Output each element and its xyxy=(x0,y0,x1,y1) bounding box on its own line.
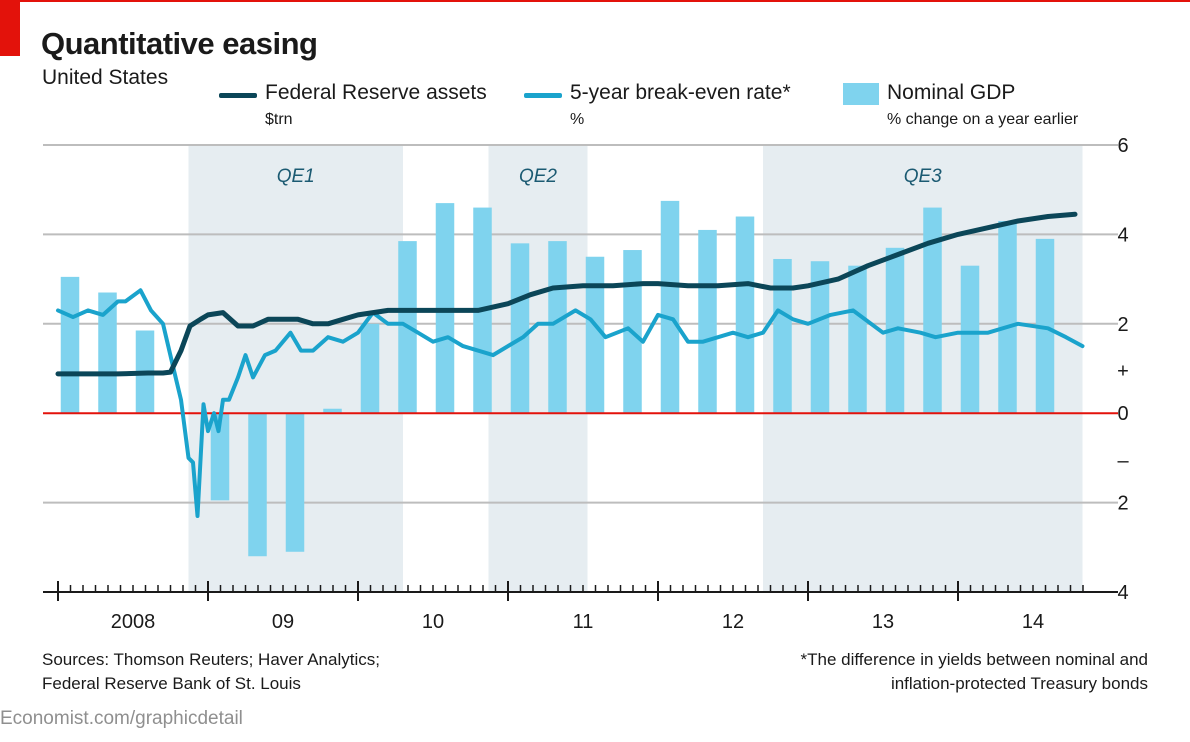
gdp-bar-2013Q4 xyxy=(923,207,942,414)
qe-label-2: QE2 xyxy=(519,166,557,187)
gdp-bar-2009Q1 xyxy=(210,413,230,501)
brand-top-rule xyxy=(0,0,1190,2)
x-tick-label-11: 11 xyxy=(573,611,594,633)
gdp-bar-2010Q1 xyxy=(360,323,380,414)
gdp-bar-2014Q3 xyxy=(1035,238,1055,414)
gdp-bar-2010Q4 xyxy=(473,207,492,414)
gdp-bar-2010Q3 xyxy=(435,203,455,414)
gdp-bar-2009Q2 xyxy=(248,413,267,557)
x-tick-label-14: 14 xyxy=(1022,611,1044,633)
gdp-bar-2011Q2 xyxy=(548,241,567,414)
gdp-bar-2012Q3 xyxy=(735,216,755,414)
legend-swatch-gdp xyxy=(843,83,879,105)
fed-assets-line xyxy=(55,211,1078,377)
x-tick-label-10: 10 xyxy=(422,611,444,633)
legend-swatch-fed-assets xyxy=(219,93,257,98)
sources-line-2: Federal Reserve Bank of St. Louis xyxy=(42,674,301,693)
qe-label-1: QE1 xyxy=(277,166,315,187)
legend-swatch-breakeven xyxy=(524,93,562,98)
gdp-bar-2008Q2 xyxy=(98,292,117,414)
legend-unit-breakeven: % xyxy=(570,111,585,128)
legend-label-breakeven: 5-year break-even rate* xyxy=(570,81,791,104)
gdp-bar-2008Q3 xyxy=(135,330,155,414)
y-tick-label: – xyxy=(1117,450,1129,472)
x-tick-label-12: 12 xyxy=(722,611,744,633)
legend-unit-fed-assets: $trn xyxy=(265,111,293,128)
legend-unit-gdp: % change on a year earlier xyxy=(887,111,1079,128)
footnote-line-1: *The difference in yields between nomina… xyxy=(800,650,1148,669)
breakeven-line xyxy=(56,288,1085,518)
y-tick-label: 4 xyxy=(1117,224,1128,246)
x-tick-label-09: 09 xyxy=(272,611,294,633)
legend-label-gdp: Nominal GDP xyxy=(887,81,1016,104)
sources-note: Sources: Thomson Reuters; Haver Analytic… xyxy=(42,648,380,696)
gdp-bar-2009Q4 xyxy=(323,408,342,414)
qe-label-3: QE3 xyxy=(904,166,942,187)
chart-title: Quantitative easing xyxy=(41,26,318,61)
y-tick-label: 2 xyxy=(1117,493,1128,515)
x-tick-label-13: 13 xyxy=(872,611,894,633)
gdp-bar-2013Q1 xyxy=(810,261,830,414)
gdp-bar-2011Q1 xyxy=(510,243,530,414)
y-tick-label: 4 xyxy=(1117,582,1128,604)
chart-subtitle: United States xyxy=(42,66,169,89)
gdp-bar-2009Q3 xyxy=(285,413,305,552)
brand-red-tab xyxy=(0,0,20,56)
legend-label-fed-assets: Federal Reserve assets xyxy=(265,81,487,104)
gdp-bar-2013Q3 xyxy=(885,247,905,414)
gdp-bar-2012Q1 xyxy=(660,200,680,414)
gdp-bar-2012Q4 xyxy=(773,258,792,414)
sources-line-1: Sources: Thomson Reuters; Haver Analytic… xyxy=(42,650,380,669)
y-tick-label: + xyxy=(1117,361,1129,383)
gdp-bar-2014Q1 xyxy=(960,265,980,414)
gdp-bar-2010Q2 xyxy=(398,241,417,414)
qe-period-1 xyxy=(188,145,403,592)
qe-period-3 xyxy=(763,145,1083,592)
y-tick-label: 6 xyxy=(1117,135,1128,157)
qe-period-2 xyxy=(488,145,588,592)
gdp-bar-2014Q2 xyxy=(998,220,1017,414)
x-tick-label-2008: 2008 xyxy=(111,611,156,633)
y-tick-label: 2 xyxy=(1117,314,1128,336)
gdp-bar-2011Q3 xyxy=(585,256,605,414)
footnote: *The difference in yields between nomina… xyxy=(801,648,1148,696)
footnote-line-2: inflation-protected Treasury bonds xyxy=(890,674,1148,693)
footer-url[interactable]: Economist.com/graphicdetail xyxy=(0,708,243,729)
gdp-bar-2008Q1 xyxy=(60,276,80,414)
gdp-bar-2012Q2 xyxy=(698,229,717,414)
gdp-bar-2011Q4 xyxy=(623,250,642,414)
y-tick-label: 0 xyxy=(1117,403,1128,425)
gdp-bar-2013Q2 xyxy=(848,265,867,414)
